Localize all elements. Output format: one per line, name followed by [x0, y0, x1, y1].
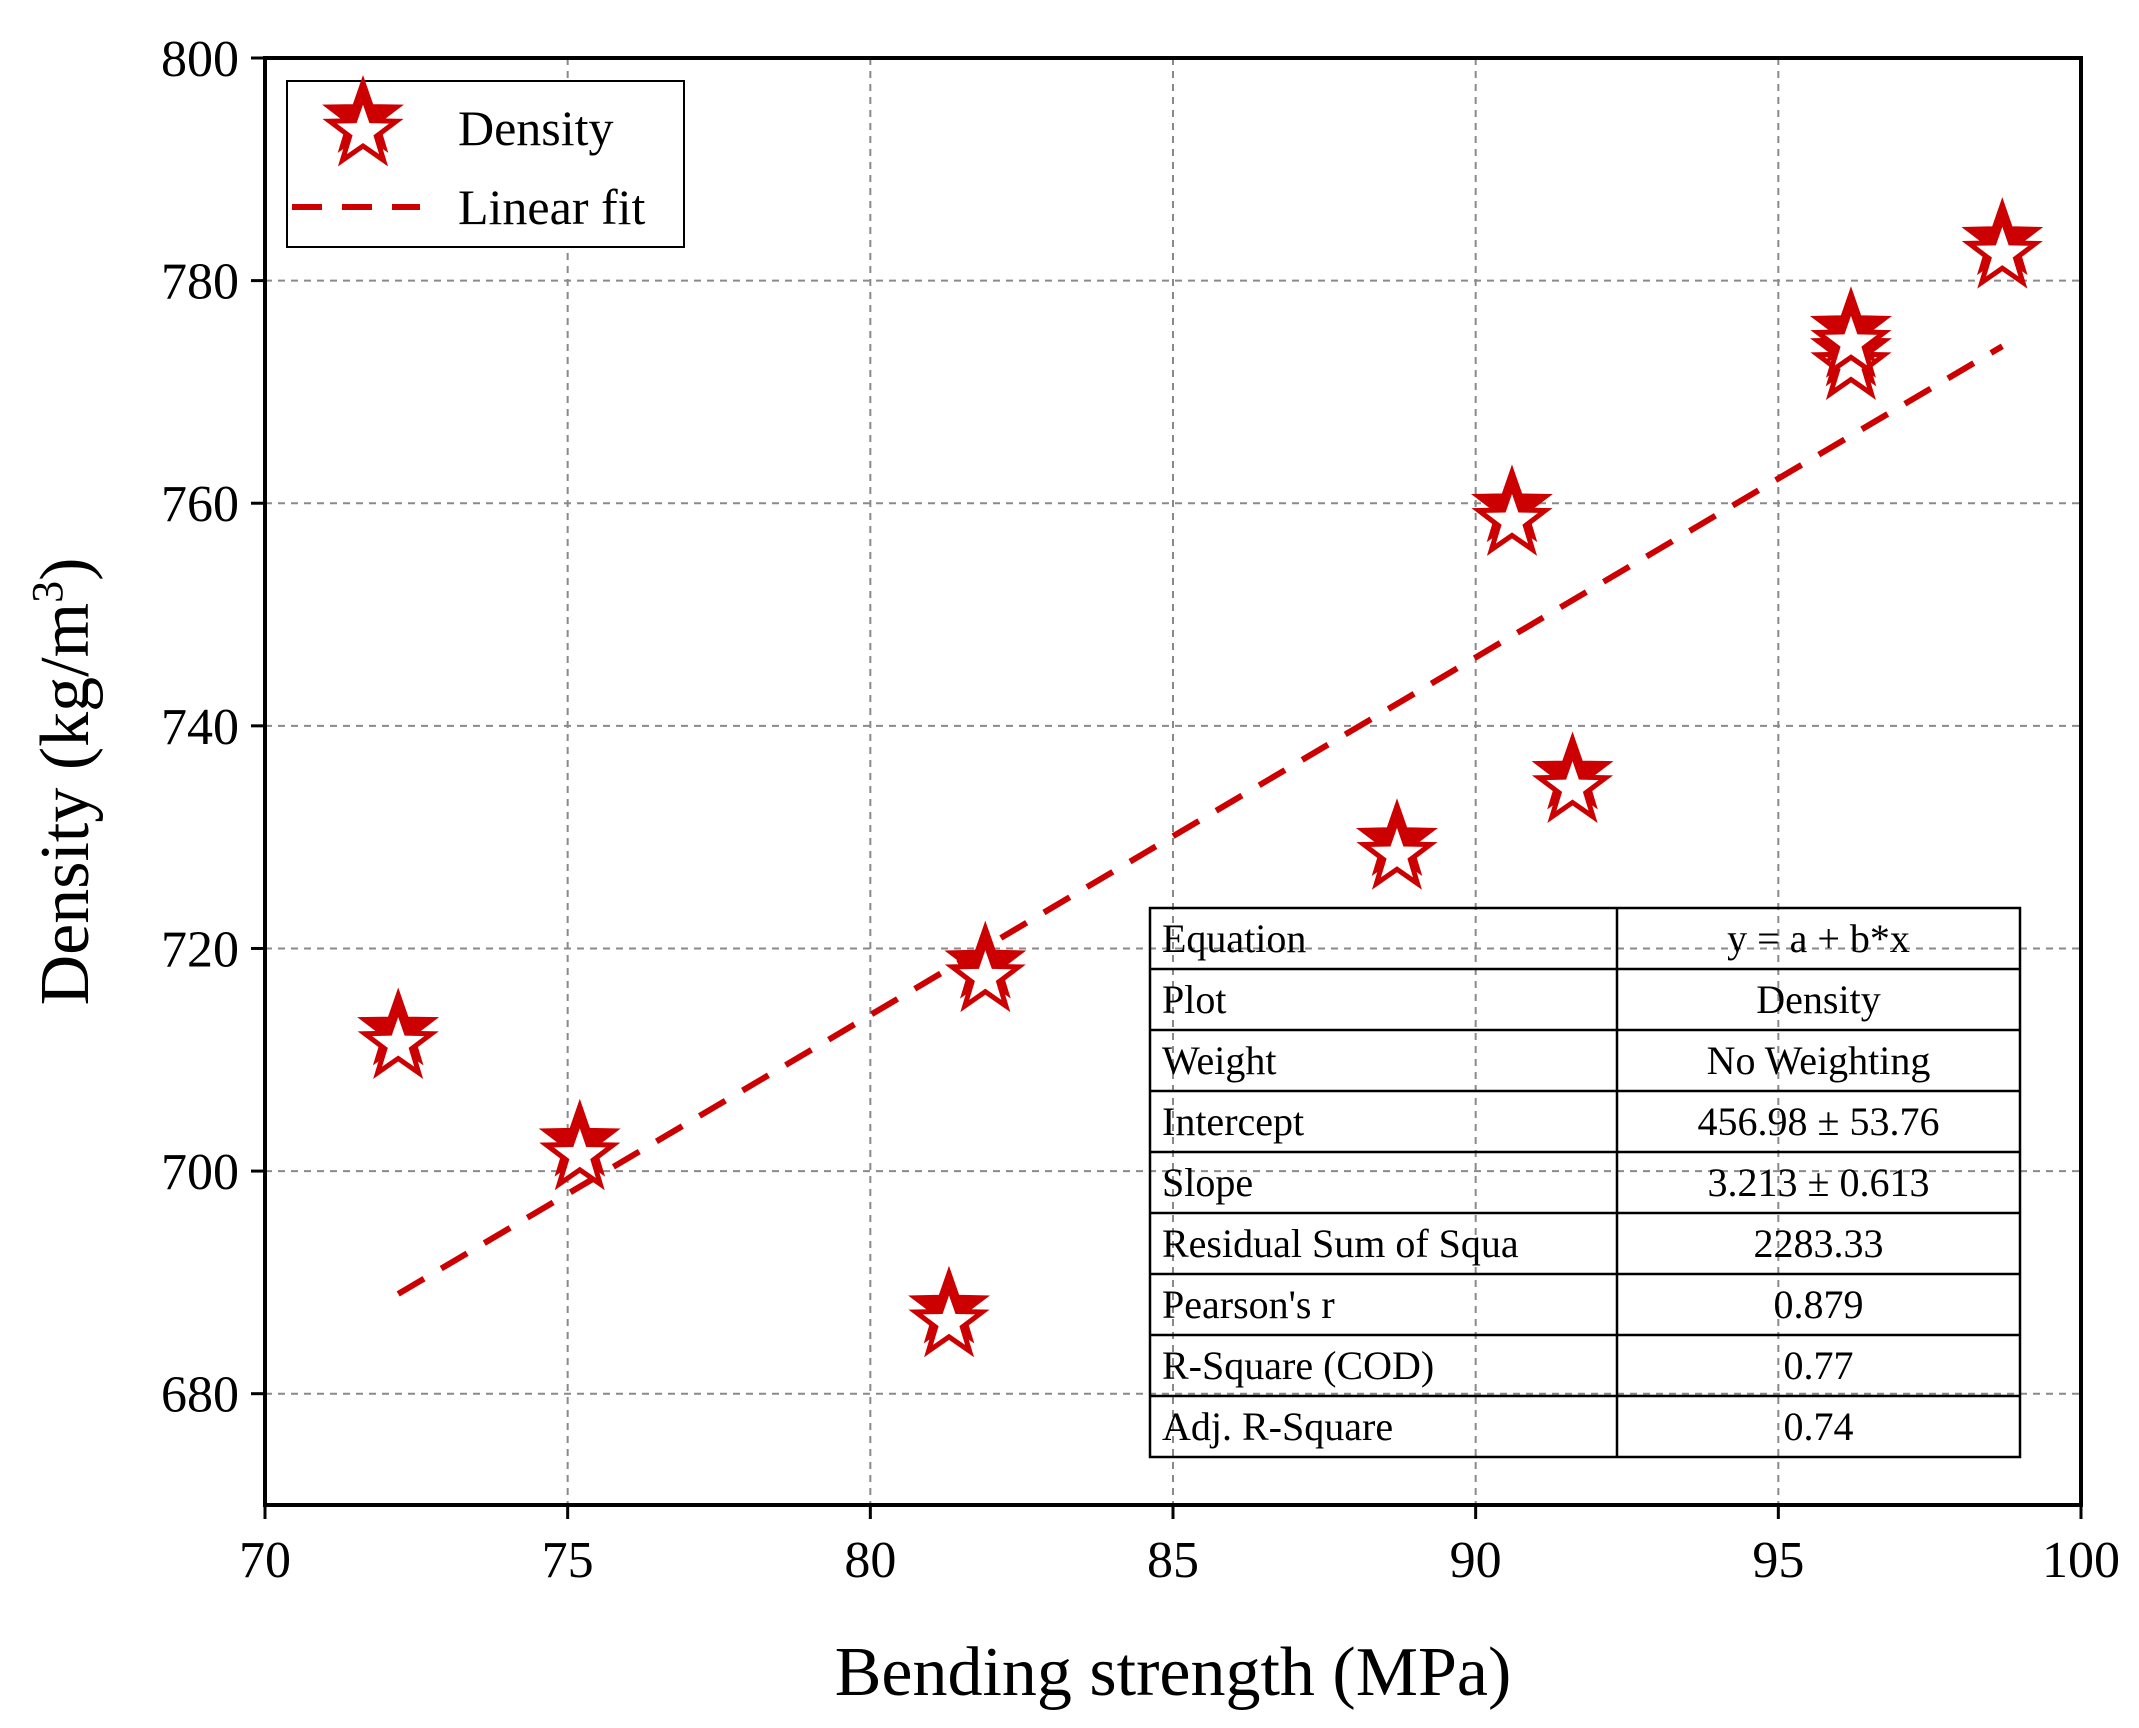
stats-table-value: 0.879	[1774, 1282, 1864, 1327]
y-axis-title-superscript: 3	[23, 581, 72, 603]
y-tick-label: 800	[161, 31, 239, 88]
stats-table-value: No Weighting	[1707, 1038, 1931, 1083]
x-axis-title: Bending strength (MPa)	[835, 1634, 1512, 1711]
stats-table-label: Slope	[1162, 1160, 1253, 1205]
x-tick-label: 80	[844, 1532, 896, 1589]
x-tick-label: 70	[239, 1532, 291, 1589]
stats-table-label: Equation	[1162, 916, 1306, 961]
stats-table-label: Residual Sum of Squa	[1162, 1221, 1519, 1266]
stats-table-label: Adj. R-Square	[1162, 1404, 1393, 1449]
stats-table-value: 0.77	[1784, 1343, 1854, 1388]
x-tick-label: 75	[542, 1532, 594, 1589]
legend: Density Linear fit	[287, 78, 684, 247]
stats-table-label: Intercept	[1162, 1099, 1304, 1144]
y-tick-label: 720	[161, 921, 239, 978]
y-axis-title-main: Density (kg/m	[27, 603, 104, 1005]
chart-root: Equation y = a + b*x Plot Density Weight No W…	[0, 0, 2139, 1728]
y-tick-label: 740	[161, 699, 239, 756]
stats-table-value: 3.213 ± 0.613	[1708, 1160, 1930, 1205]
stats-table-label: Plot	[1162, 977, 1226, 1022]
stats-table-label: Weight	[1162, 1038, 1277, 1083]
stats-table-value: Density	[1756, 977, 1880, 1022]
y-tick-label: 680	[161, 1367, 239, 1424]
x-tick-label: 90	[1450, 1532, 1502, 1589]
y-axis-title-close: )	[27, 558, 104, 581]
x-tick-label: 85	[1147, 1532, 1199, 1589]
stats-table-value: 456.98 ± 53.76	[1698, 1099, 1940, 1144]
stats-table-value: 2283.33	[1754, 1221, 1884, 1266]
stats-table-value: 0.74	[1784, 1404, 1854, 1449]
x-tick-label: 95	[1752, 1532, 1804, 1589]
x-tick-label: 100	[2042, 1532, 2120, 1589]
y-tick-label: 780	[161, 254, 239, 311]
stats-table-value: y = a + b*x	[1727, 916, 1910, 961]
legend-label-linear-fit: Linear fit	[458, 179, 646, 235]
stats-table-label: Pearson's r	[1162, 1282, 1335, 1327]
chart-background	[0, 0, 2139, 1728]
y-tick-label: 700	[161, 1144, 239, 1201]
y-tick-label: 760	[161, 476, 239, 533]
scatter-chart: Equation y = a + b*x Plot Density Weight No W…	[0, 0, 2139, 1728]
legend-label-density: Density	[458, 100, 614, 156]
stats-table-label: R-Square (COD)	[1162, 1343, 1434, 1388]
y-axis-title: Density (kg/m3)	[23, 558, 104, 1006]
